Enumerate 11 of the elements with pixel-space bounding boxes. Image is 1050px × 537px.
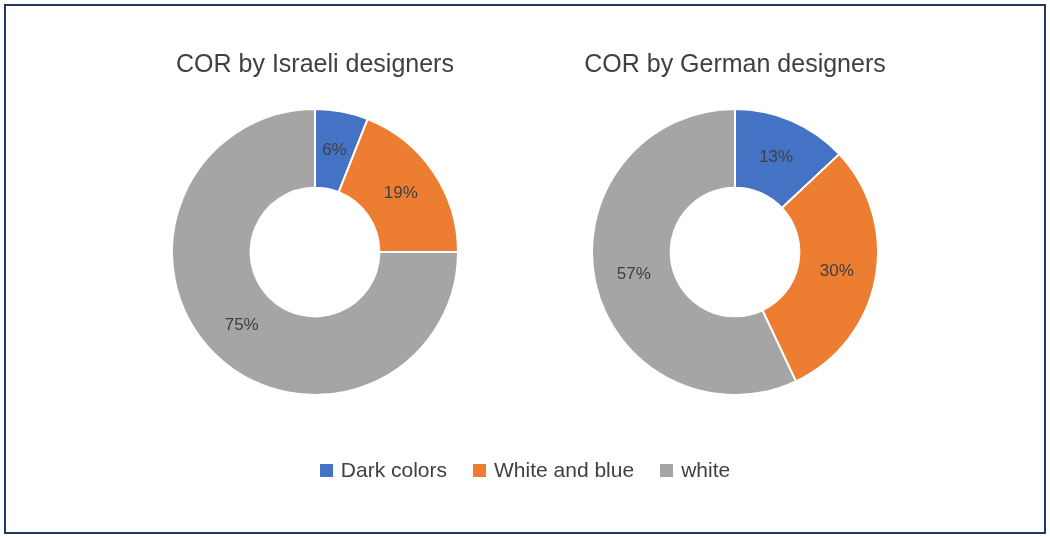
data-label: 30% bbox=[819, 261, 854, 281]
data-label: 13% bbox=[759, 146, 794, 166]
legend-label: white bbox=[680, 458, 731, 482]
chart-title: COR by Israeli designers bbox=[176, 48, 454, 77]
data-label: 19% bbox=[383, 183, 418, 203]
chart-title: COR by German designers bbox=[584, 48, 886, 77]
legend-label: Dark colors bbox=[339, 458, 448, 482]
data-label: 57% bbox=[616, 264, 651, 284]
data-label: 75% bbox=[224, 315, 259, 334]
data-label: 6% bbox=[322, 139, 347, 159]
legend-label: White and blue bbox=[493, 458, 635, 482]
